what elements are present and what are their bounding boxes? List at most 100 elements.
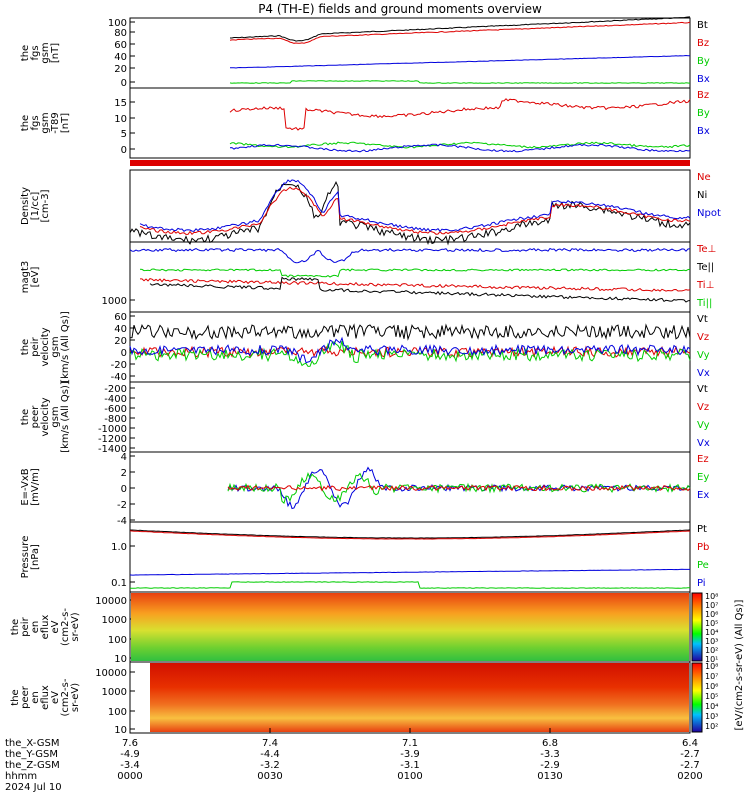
- y-axis-label: gsm: [50, 406, 61, 427]
- legend-entry: By: [697, 56, 710, 67]
- colorbar-tick: 10⁴: [705, 702, 718, 711]
- y-axis-label: eV: [50, 620, 61, 633]
- trace-npot: [139, 179, 691, 233]
- y-axis-label: [nT]: [50, 43, 61, 63]
- y-tick-label: 2: [121, 468, 127, 479]
- y-axis-label: [nPa]: [30, 544, 41, 570]
- legend-entry: Bx: [697, 126, 710, 137]
- legend-entry: Bz: [697, 38, 709, 49]
- legend-entry: Pb: [697, 542, 709, 553]
- y-tick-label: 0: [121, 145, 127, 156]
- trace-te-perp: [140, 278, 691, 292]
- y-tick-label: -200: [104, 384, 127, 395]
- y-axis-label: E=-VxB: [20, 468, 31, 505]
- legend-entry: Ni: [697, 190, 707, 201]
- y-axis-label: (cm2-s-: [60, 678, 71, 716]
- colorbar-label: [eV/(cm2-s-sr-eV) (All Qs)]: [734, 599, 745, 730]
- panel-frame: [129, 241, 691, 313]
- x-tick-label: 7.4: [262, 738, 278, 749]
- trace-vt: [129, 323, 691, 341]
- y-tick-label: 100: [108, 18, 127, 29]
- y-tick-label: 40: [114, 52, 127, 63]
- colorbar: 10⁸10⁷10⁶10⁵10⁴10³10²10¹10⁸10⁷10⁶10⁵10⁴1…: [691, 592, 745, 733]
- y-tick-label: 5: [121, 129, 127, 140]
- y-tick-label: 0.1: [111, 578, 127, 589]
- y-tick-label: 1000: [102, 687, 127, 698]
- y-tick-label: 15: [114, 98, 127, 109]
- legend-entry: Ex: [697, 490, 709, 501]
- trace-te-par: [129, 247, 691, 264]
- panel-peer-velocity: the peer velocity gsm [km/s (All Qs)] -200-40…: [20, 381, 710, 455]
- legend-entry: Vt: [697, 384, 708, 395]
- y-tick-label: 10000: [95, 668, 127, 679]
- y-tick-label: -800: [104, 414, 127, 425]
- y-tick-label: 10: [114, 114, 127, 125]
- legend-entry: Pe: [697, 560, 709, 571]
- legend-entry: Ti||: [696, 298, 712, 309]
- y-axis-label: [eV]: [30, 267, 41, 288]
- y-tick-label: 1.0: [111, 542, 127, 553]
- colorbar-tick: 10⁷: [705, 601, 718, 610]
- quality-bar: [130, 160, 690, 166]
- legend-entry: Vx: [697, 368, 710, 379]
- x-tick-label: -2.9: [540, 760, 560, 771]
- y-tick-label: 4: [121, 452, 127, 463]
- y-axis-label: gsm: [40, 112, 51, 133]
- x-tick-label: 7.1: [402, 738, 418, 749]
- legend-entry: Npot: [697, 208, 721, 219]
- y-tick-label: 20: [114, 64, 127, 75]
- panel-peir-spec: the peir en eflux eV (cm2-s-sr-eV) 10000 1000 10…: [10, 591, 691, 665]
- trace-bz: [229, 21, 691, 44]
- colorbar-top: [691, 592, 703, 662]
- y-axis-label: Density: [20, 187, 31, 225]
- panel-frame: [129, 17, 691, 89]
- y-tick-label: 60: [114, 40, 127, 51]
- y-tick-label: 0: [121, 484, 127, 495]
- legend-entry: Vx: [697, 438, 710, 449]
- y-axis-label: the: [10, 689, 21, 705]
- y-tick-label: -600: [104, 404, 127, 415]
- y-axis-label: the: [20, 45, 31, 61]
- y-tick-label: 10: [114, 654, 127, 665]
- legend-entry: Vz: [697, 332, 709, 343]
- trace-ni: [129, 181, 691, 246]
- y-axis-label: [1/cc]: [30, 192, 41, 221]
- y-axis-label: velocity: [40, 397, 51, 436]
- y-axis-label: the: [20, 339, 31, 355]
- y-axis-label: sr-eV): [70, 612, 81, 641]
- legend-entry: Vy: [697, 420, 710, 431]
- y-axis-label: peer: [20, 685, 31, 709]
- trace-pb: [129, 530, 691, 540]
- y-axis-label: eV: [50, 691, 61, 704]
- legend-entry: By: [697, 108, 710, 119]
- x-tick-label: 0200: [677, 771, 702, 782]
- colorbar-tick: 10⁸: [705, 662, 718, 671]
- x-tick-label: 0030: [257, 771, 282, 782]
- trace-vx: [129, 336, 691, 364]
- panel-frame: [129, 381, 691, 453]
- trace-ez: [227, 484, 691, 492]
- x-row-label: the_Y-GSM: [5, 749, 58, 760]
- colorbar-tick: 10⁴: [705, 628, 718, 637]
- y-axis-label: peir: [20, 616, 31, 636]
- data-traces: [129, 16, 691, 732]
- legend-entry: Pt: [697, 524, 707, 535]
- y-axis-label: eflux: [40, 615, 51, 640]
- trace-dby: [229, 141, 691, 149]
- trace-ne: [139, 186, 691, 236]
- x-tick-label: -3.4: [120, 760, 140, 771]
- y-tick-label: -1400: [98, 444, 127, 455]
- y-axis-label: eflux: [40, 685, 51, 710]
- panel-fgs-t89: the fgs gsm -T89 [nT] 15 10 5 0 Bz By Bx: [20, 87, 710, 159]
- x-tick-label: -3.2: [260, 760, 280, 771]
- y-tick-label: 60: [114, 312, 127, 323]
- y-tick-label: 10: [114, 725, 127, 736]
- legend-entry: Vz: [697, 402, 709, 413]
- y-axis-label: peer: [30, 405, 41, 429]
- trace-ti-perp: [149, 276, 691, 303]
- y-axis-label: gsm: [40, 42, 51, 63]
